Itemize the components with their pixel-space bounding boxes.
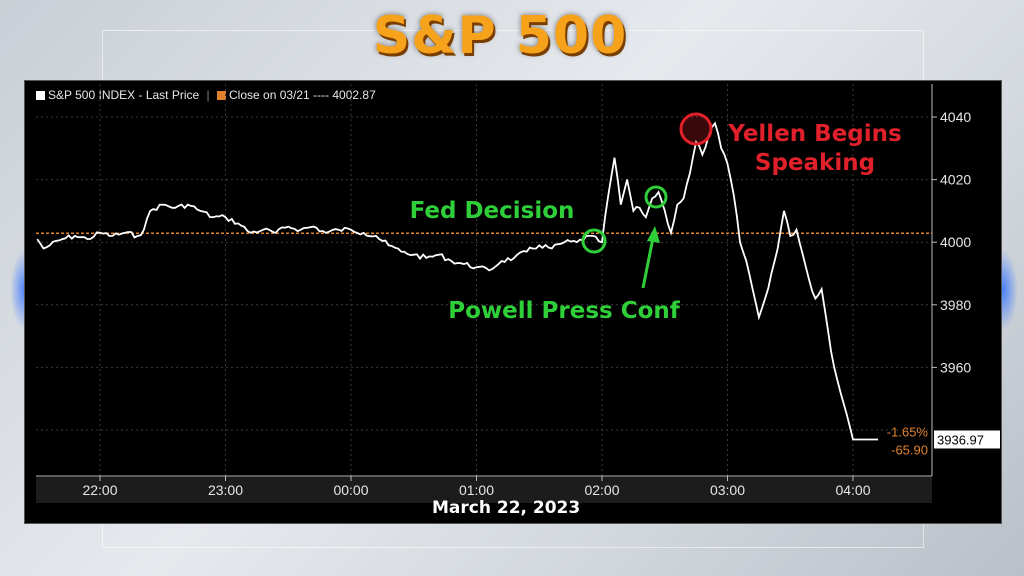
legend-series-label: S&P 500 INDEX - Last Price (48, 88, 200, 102)
yellen-label-line1: Yellen Begins (727, 121, 901, 147)
legend-close-label: Close on 03/21 ---- 4002.87 (229, 88, 376, 102)
net-change-value: -65.90 (891, 442, 928, 457)
x-tick-label: 01:00 (459, 482, 494, 498)
y-axis-ticks: 3960 3980 4000 4020 4040 (932, 109, 971, 375)
price-swatch (36, 91, 45, 100)
pct-change-value: -1.65% (887, 424, 929, 439)
y-tick-label: 3980 (940, 297, 971, 313)
price-line (36, 121, 879, 441)
x-tick-label: 23:00 (208, 482, 243, 498)
chart-legend: S&P 500 INDEX - Last Price | Close on 03… (36, 88, 376, 102)
y-tick-label: 3960 (940, 359, 971, 375)
powell-press-conf-label: Powell Press Conf (448, 298, 681, 324)
chart-axes (36, 84, 933, 503)
x-axis-strip (36, 477, 932, 503)
yellen-marker (679, 112, 713, 146)
y-tick-label: 4040 (940, 109, 971, 125)
x-tick-label: 03:00 (710, 482, 745, 498)
powell-marker (644, 185, 668, 209)
last-price-value: 3936.97 (937, 432, 984, 447)
price-readouts: 3936.97 -1.65% -65.90 (887, 424, 1000, 457)
x-tick-label: 22:00 (82, 482, 117, 498)
chart-panel (24, 80, 1002, 524)
last-price-tag (934, 430, 1000, 449)
date-label: March 22, 2023 (432, 498, 581, 518)
chart-title: S&P 500 (372, 6, 628, 66)
powell-arrow-shaft (641, 237, 655, 289)
legend-separator: | (206, 88, 210, 102)
close-swatch (217, 91, 226, 100)
fed-decision-label: Fed Decision (410, 198, 575, 224)
x-tick-label: 02:00 (584, 482, 619, 498)
fed-decision-marker (581, 228, 607, 254)
y-tick-label: 4000 (940, 234, 971, 250)
powell-arrow-head (647, 226, 660, 243)
yellen-label-line2: Speaking (755, 150, 875, 176)
x-tick-label: 04:00 (835, 482, 870, 498)
y-tick-label: 4020 (940, 172, 971, 188)
x-tick-label: 00:00 (333, 482, 368, 498)
chart-grid (36, 84, 932, 476)
chart-annotations: Fed Decision Powell Press Conf Yellen Begi… (410, 112, 902, 324)
x-axis-ticks: 22:00 23:00 00:00 01:00 02:00 03:00 04:00 (82, 476, 871, 498)
